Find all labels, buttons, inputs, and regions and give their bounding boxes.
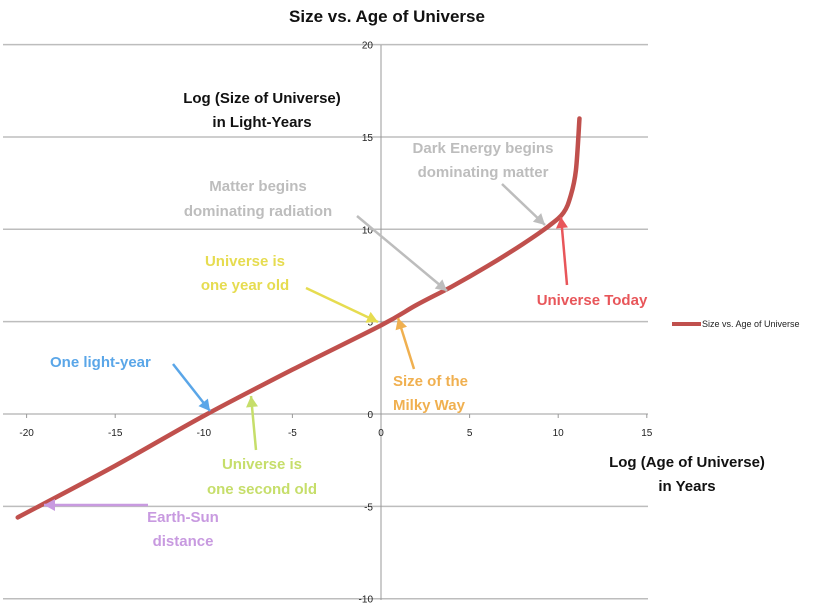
- x-tick-label: 5: [467, 428, 473, 439]
- y-tick-label: -10: [359, 595, 374, 606]
- annotation-universe-today: Universe Today: [537, 216, 648, 309]
- y-tick-label: 5: [367, 318, 373, 329]
- gridlines: [3, 43, 648, 600]
- arrowhead-icon: [365, 311, 378, 323]
- y-tick-label: 20: [362, 41, 374, 52]
- arrowhead-icon: [246, 396, 258, 408]
- annotation-text: Earth-Sun: [147, 509, 219, 526]
- series-line-size-vs-age: [15, 116, 582, 520]
- y-tick-label: -5: [364, 502, 373, 513]
- annotation-one-year-old: Universe is one year old: [201, 253, 379, 324]
- annotation-text: Matter begins: [209, 178, 307, 195]
- annotation-milky-way: Size of the Milky Way: [393, 317, 468, 414]
- x-tick-label: -10: [197, 428, 212, 439]
- arrowhead-icon: [198, 398, 210, 411]
- annotation-text: Size of the: [393, 373, 468, 390]
- y-axis-title-line2: in Light-Years: [212, 114, 311, 131]
- annotation-earth-sun: Earth-Sun distance: [44, 499, 219, 550]
- annotation-text: Universe is: [222, 456, 302, 473]
- annotation-text: one second old: [207, 481, 317, 498]
- annotation-one-light-year: One light-year: [50, 354, 211, 412]
- annotation-text: One light-year: [50, 354, 151, 371]
- annotation-text: distance: [153, 533, 214, 550]
- y-tick-label: 0: [367, 410, 373, 421]
- arrowhead-icon: [555, 217, 568, 229]
- annotation-arrow: [559, 216, 569, 286]
- x-axis-title-line2: in Years: [658, 478, 715, 495]
- y-axis-title-line1: Log (Size of Universe): [183, 90, 341, 107]
- x-tick-label: -15: [108, 428, 123, 439]
- annotation-matter-radiation: Matter begins dominating radiation: [184, 178, 448, 292]
- annotation-text: dominating radiation: [184, 203, 332, 220]
- x-tick-label: 15: [641, 428, 653, 439]
- annotation-text: Milky Way: [393, 397, 466, 414]
- x-tick-label: 10: [553, 428, 565, 439]
- annotations: Matter begins dominating radiation Dark En…: [44, 140, 648, 550]
- annotation-one-second-old: Universe is one second old: [207, 395, 317, 498]
- y-tick-label: 15: [362, 133, 374, 144]
- annotation-text: Dark Energy begins: [413, 140, 554, 157]
- annotation-text: one year old: [201, 277, 289, 294]
- legend-label: Size vs. Age of Universe: [702, 319, 800, 329]
- x-tick-label: -5: [288, 428, 297, 439]
- y-tick-label: 10: [362, 225, 374, 236]
- annotation-dark-energy: Dark Energy begins dominating matter: [413, 140, 554, 226]
- annotation-text: Universe Today: [537, 292, 648, 309]
- legend: Size vs. Age of Universe: [672, 319, 800, 329]
- arrowhead-icon: [44, 499, 55, 511]
- x-tick-label: -20: [19, 428, 34, 439]
- annotation-text: Universe is: [205, 253, 285, 270]
- arrowhead-icon: [532, 213, 545, 225]
- x-axis-title-line1: Log (Age of Universe): [609, 454, 765, 471]
- annotation-text: dominating matter: [418, 164, 549, 181]
- arrowhead-icon: [395, 318, 408, 331]
- arrowhead-icon: [434, 279, 447, 291]
- x-tick-label: 0: [378, 428, 384, 439]
- chart-title: Size vs. Age of Universe: [289, 7, 485, 26]
- annotation-arrow: [356, 215, 448, 292]
- annotation-arrow: [305, 286, 379, 324]
